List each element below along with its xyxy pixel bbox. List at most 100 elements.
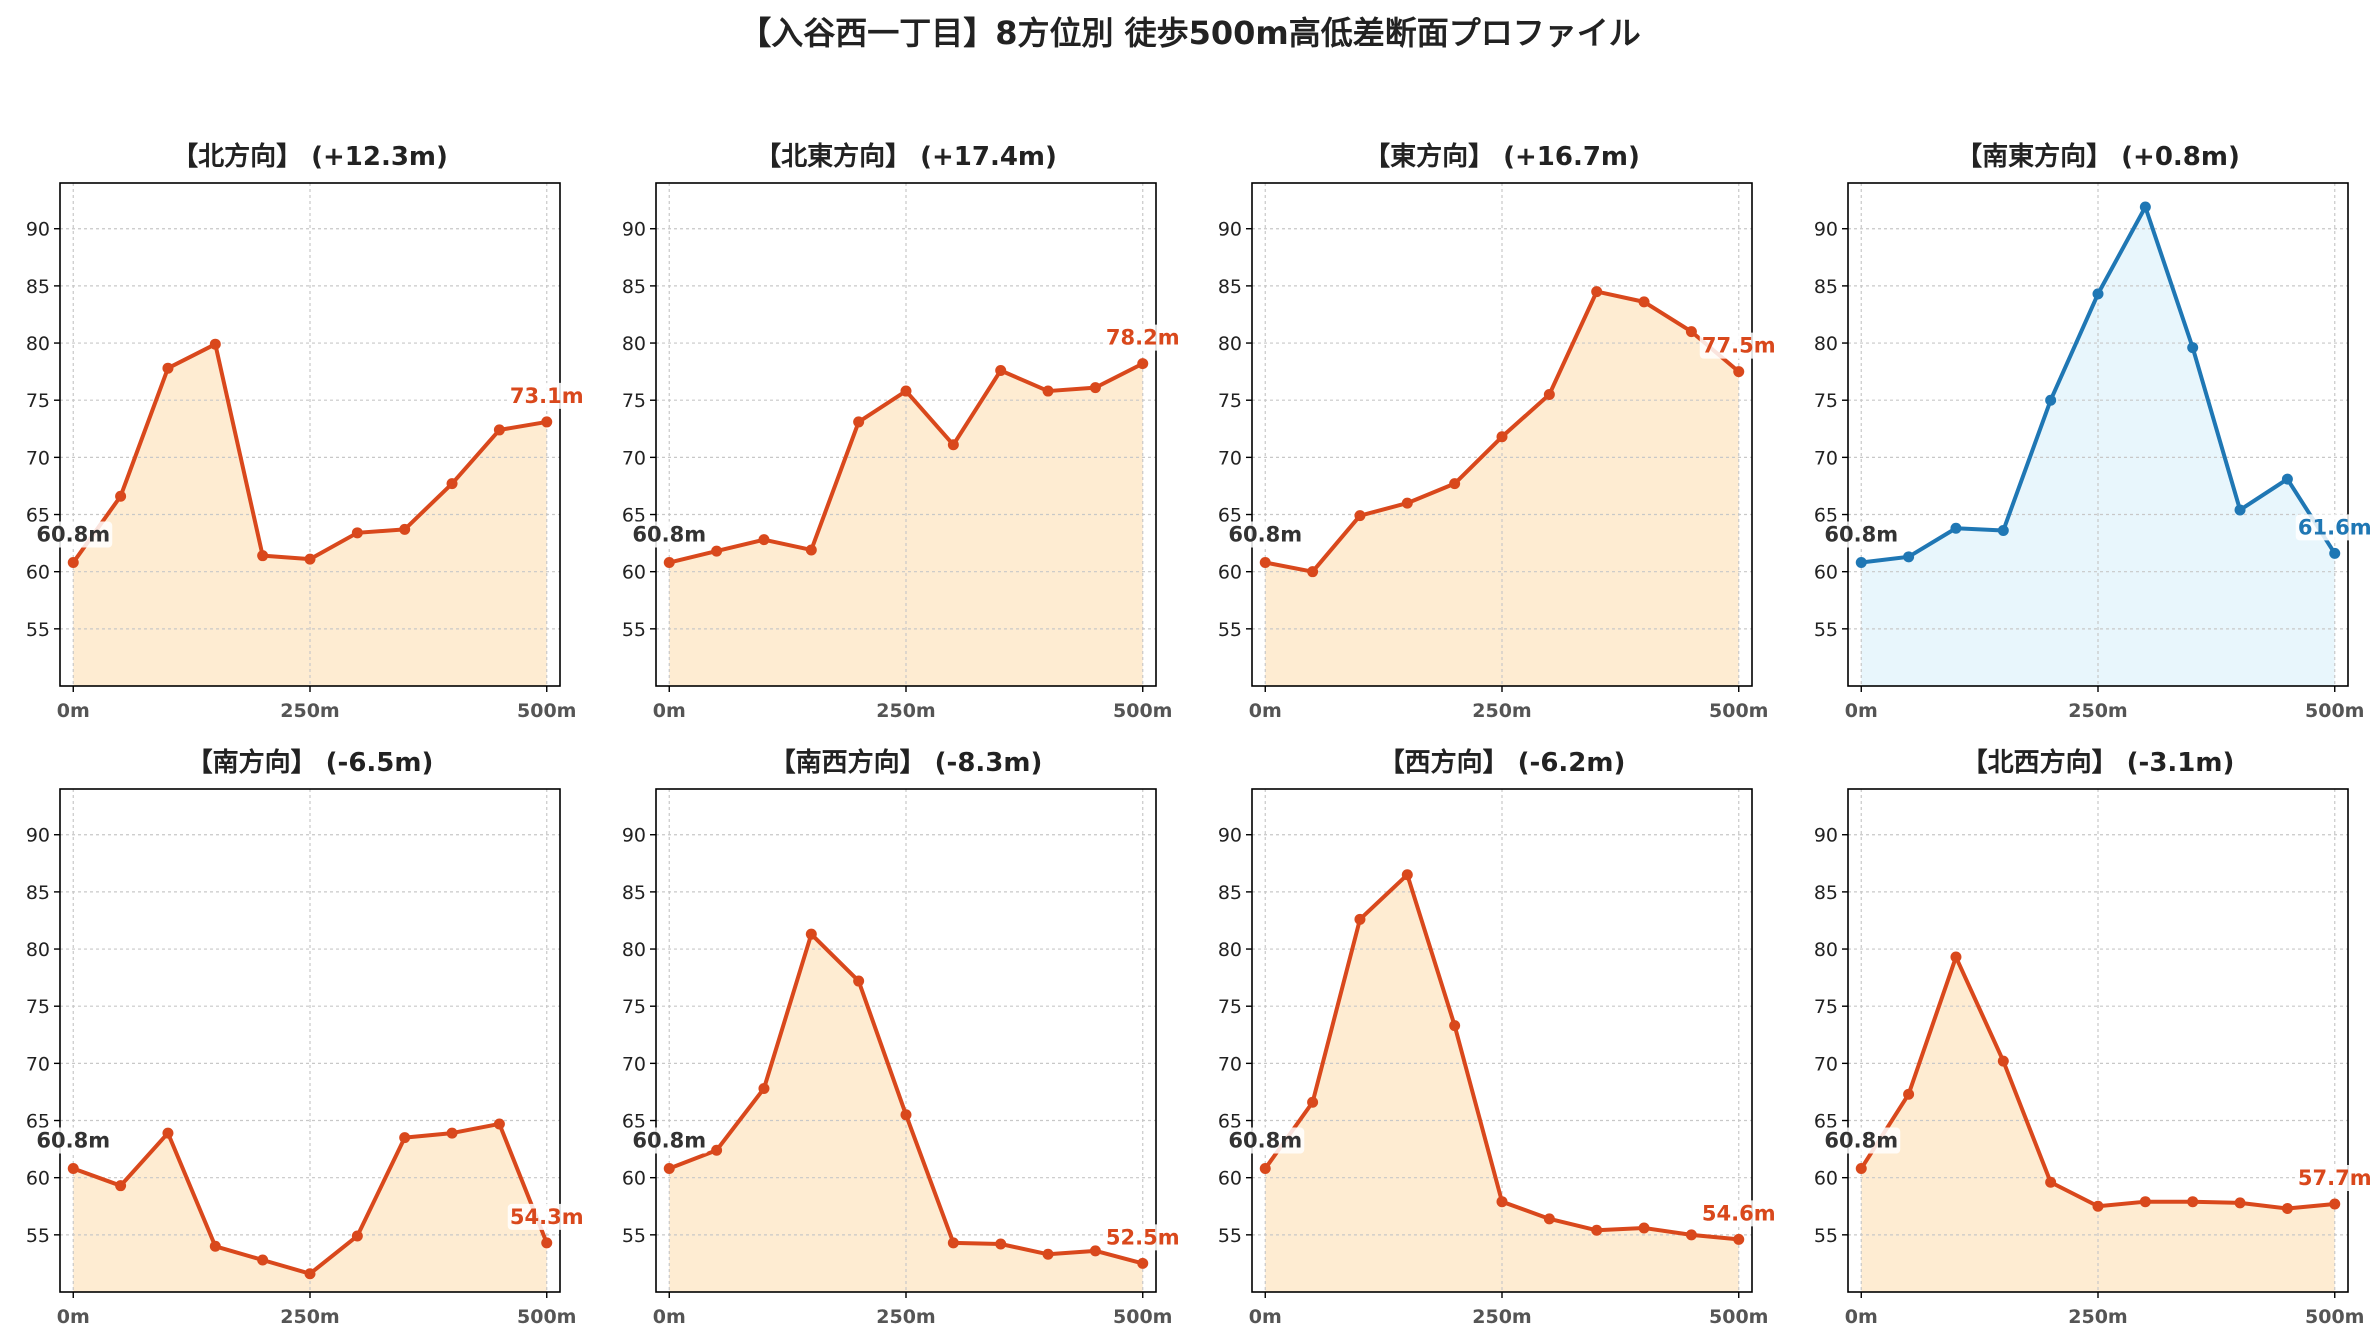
y-tick-label: 75 (1218, 996, 1242, 1018)
area-fill (1265, 874, 1739, 1292)
data-point (2187, 342, 2199, 354)
y-tick-label: 75 (622, 996, 646, 1018)
end-label-bg (507, 1203, 586, 1230)
end-label-bg (1699, 332, 1778, 359)
y-tick-label: 55 (622, 619, 646, 641)
data-point (900, 1109, 912, 1121)
x-tick-label: 250m (1472, 700, 1531, 722)
x-tick-label: 500m (1113, 700, 1172, 722)
data-point (1042, 385, 1054, 397)
x-tick-label: 0m (57, 700, 90, 722)
panel-title: 【西方向】 (-6.2m) (1379, 747, 1626, 778)
data-point (1733, 1233, 1745, 1245)
figure-title: 【入谷西一丁目】8方位別 徒歩500m高低差断面プロファイル (739, 14, 1641, 52)
data-point (1401, 869, 1413, 881)
y-tick-label: 60 (1218, 562, 1242, 584)
y-tick-label: 65 (622, 505, 646, 527)
start-label-bg (34, 1127, 113, 1154)
y-tick-label: 80 (26, 939, 50, 961)
y-tick-label: 60 (26, 562, 50, 584)
data-point (209, 338, 221, 350)
end-label: 61.6m (2298, 515, 2372, 539)
panel-title: 【東方向】 (+16.7m) (1364, 141, 1640, 172)
y-tick-label: 75 (1218, 390, 1242, 412)
area-fill (73, 1123, 547, 1292)
end-label: 54.6m (1702, 1201, 1776, 1225)
area-fill (1265, 291, 1739, 686)
data-point (1401, 497, 1413, 509)
y-tick-label: 80 (1814, 333, 1838, 355)
data-point (995, 364, 1007, 376)
y-tick-label: 75 (26, 390, 50, 412)
start-label-bg (34, 521, 113, 548)
x-tick-label: 250m (876, 700, 935, 722)
y-tick-label: 90 (26, 219, 50, 241)
y-tick-label: 60 (1814, 1168, 1838, 1190)
x-tick-label: 0m (1249, 700, 1282, 722)
y-tick-label: 80 (26, 333, 50, 355)
panel-8: 【北西方向】 (-3.1m) 55 60 65 70 75 80 85 90 0m 250m 500m… (1814, 747, 2374, 1328)
data-point (853, 416, 865, 428)
start-label-bg (630, 1127, 709, 1154)
data-point (2281, 473, 2293, 485)
end-label-bg (1103, 324, 1182, 351)
panel-title: 【南西方向】 (-8.3m) (770, 747, 1043, 778)
data-point (351, 527, 363, 539)
data-point (711, 1144, 723, 1156)
area-fill (73, 344, 547, 686)
data-point (1685, 1229, 1697, 1241)
x-tick-label: 500m (1709, 1306, 1768, 1328)
data-point (2329, 1198, 2341, 1210)
data-point (304, 553, 316, 565)
data-point (1449, 1020, 1461, 1032)
x-tick-label: 0m (653, 700, 686, 722)
x-tick-label: 500m (517, 1306, 576, 1328)
data-point (758, 1083, 770, 1095)
data-point (1591, 1224, 1603, 1236)
y-tick-label: 85 (622, 276, 646, 298)
start-label-bg (630, 521, 709, 548)
y-tick-label: 90 (622, 219, 646, 241)
x-tick-label: 0m (1845, 1306, 1878, 1328)
data-point (1543, 1213, 1555, 1225)
panel-title: 【北西方向】 (-3.1m) (1962, 747, 2235, 778)
data-point (1089, 382, 1101, 394)
data-point (1997, 1055, 2009, 1067)
data-point (351, 1230, 363, 1242)
data-point (304, 1268, 316, 1280)
data-point (663, 557, 675, 569)
data-point (711, 545, 723, 557)
panel-7: 【西方向】 (-6.2m) 55 60 65 70 75 80 85 90 0m 250m 500m 6… (1218, 747, 1778, 1328)
panel-title: 【南方向】 (-6.5m) (187, 747, 434, 778)
data-point (399, 523, 411, 535)
end-label: 54.3m (510, 1205, 584, 1229)
data-point (1259, 557, 1271, 569)
y-tick-label: 60 (26, 1168, 50, 1190)
data-point (1543, 388, 1555, 400)
y-tick-label: 70 (26, 1053, 50, 1075)
data-point (1137, 358, 1149, 370)
y-tick-label: 55 (1814, 1225, 1838, 1247)
y-tick-label: 75 (622, 390, 646, 412)
y-tick-label: 75 (1814, 996, 1838, 1018)
data-point (209, 1240, 221, 1252)
start-label: 60.8m (1228, 523, 1302, 547)
start-label: 60.8m (1824, 1129, 1898, 1153)
panel-4: 【南東方向】 (+0.8m) 55 60 65 70 75 80 85 90 0m 250m 500m… (1814, 141, 2374, 722)
y-tick-label: 70 (622, 447, 646, 469)
data-point (2187, 1196, 2199, 1208)
y-tick-label: 70 (1814, 447, 1838, 469)
y-tick-label: 80 (622, 939, 646, 961)
data-point (1449, 478, 1461, 490)
y-tick-label: 70 (1814, 1053, 1838, 1075)
end-label: 52.5m (1106, 1225, 1180, 1249)
y-tick-label: 55 (1218, 619, 1242, 641)
y-tick-label: 85 (26, 882, 50, 904)
data-point (663, 1163, 675, 1175)
x-tick-label: 0m (653, 1306, 686, 1328)
end-label-bg (1103, 1224, 1182, 1251)
data-point (541, 416, 553, 428)
data-point (1259, 1163, 1271, 1175)
x-tick-label: 500m (2305, 1306, 2364, 1328)
data-point (805, 928, 817, 940)
